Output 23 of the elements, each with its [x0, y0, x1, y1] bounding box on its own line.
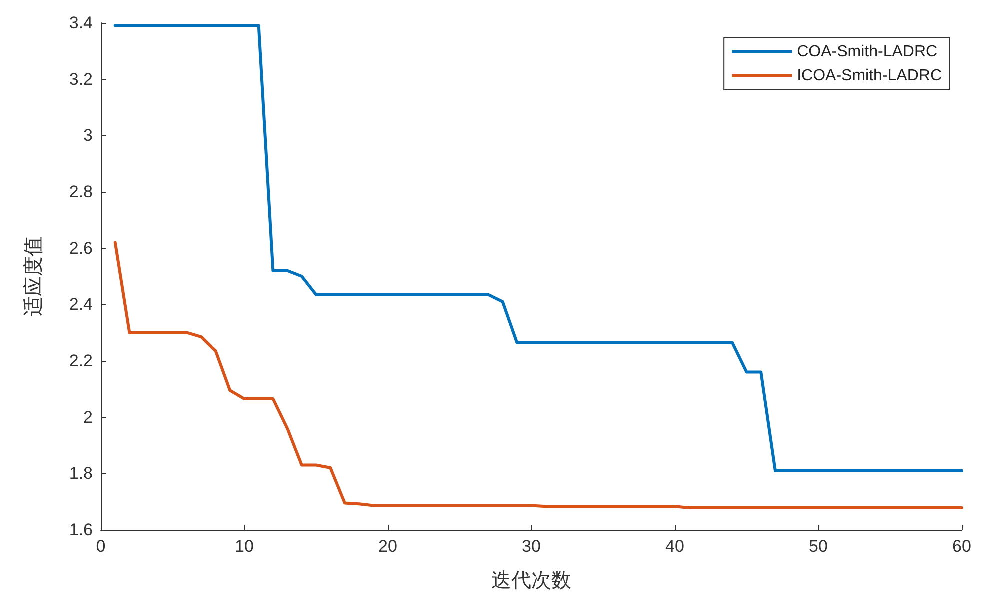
y-tick-label: 3.4	[69, 14, 93, 32]
x-tick-label: 40	[666, 537, 684, 556]
legend-label: COA-Smith-LADRC	[797, 44, 938, 60]
y-tick-label: 3	[84, 126, 93, 146]
x-tick-label: 0	[96, 537, 106, 556]
x-tick-label: 10	[235, 537, 254, 556]
x-tick-label: 60	[952, 537, 972, 556]
y-tick-label: 3.2	[69, 70, 93, 89]
y-axis-title: 适应度值	[21, 236, 45, 316]
x-tick-label: 50	[809, 537, 828, 556]
y-tick-label: 2	[84, 408, 93, 427]
line-series	[114, 24, 964, 472]
line-series	[114, 241, 964, 510]
x-axis-title: 迭代次数	[492, 568, 572, 592]
y-tick-label: 1.6	[69, 520, 93, 540]
legend-label: ICOA-Smith-LADRC	[797, 68, 942, 84]
x-tick-label: 30	[522, 537, 541, 556]
y-tick-label: 2.8	[69, 182, 93, 202]
y-tick-label: 2.2	[69, 352, 93, 370]
x-tick-label: 20	[378, 537, 398, 556]
y-tick-label: 1.8	[69, 464, 93, 484]
y-tick-label: 2.6	[69, 238, 93, 258]
y-tick-label: 2.4	[69, 295, 93, 314]
